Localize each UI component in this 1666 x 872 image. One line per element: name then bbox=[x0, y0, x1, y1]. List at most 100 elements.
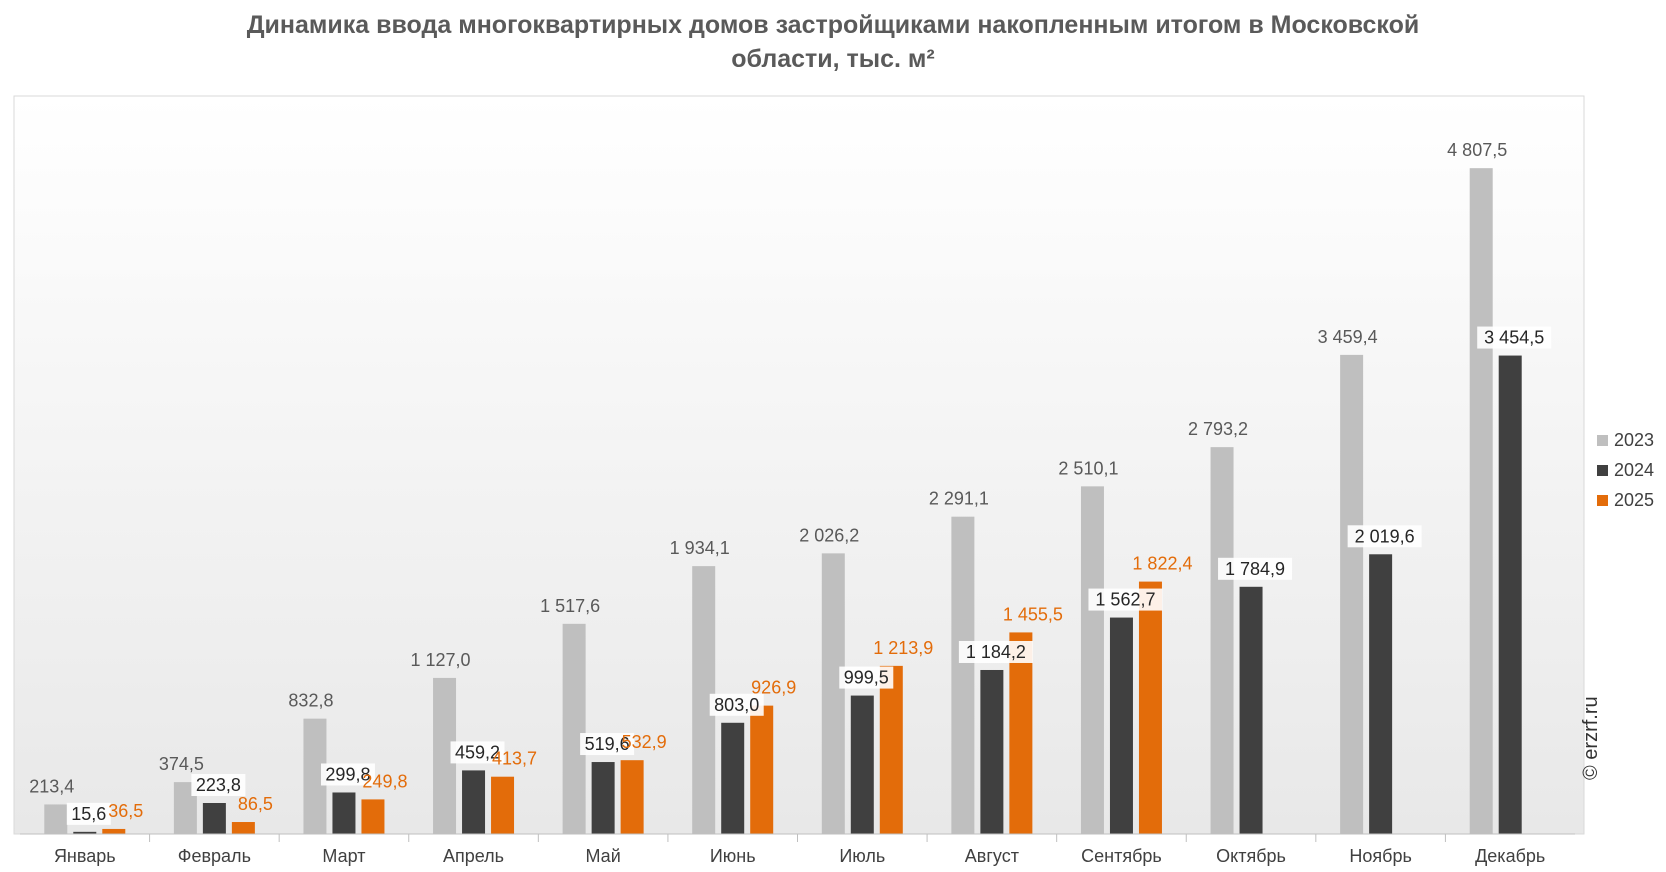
bar-2023-2 bbox=[173, 782, 197, 834]
data-label-2024-5: 519,6 bbox=[585, 734, 630, 754]
data-label-2025-5: 532,9 bbox=[622, 732, 667, 752]
data-label-2023-6: 1 934,1 bbox=[670, 538, 730, 558]
bar-2023-5 bbox=[562, 623, 586, 834]
bar-2024-5 bbox=[591, 762, 615, 834]
legend-label-2023: 2023 bbox=[1614, 430, 1654, 450]
data-label-2023-10: 2 793,2 bbox=[1188, 419, 1248, 439]
data-label-2024-9: 1 562,7 bbox=[1095, 590, 1155, 610]
bar-2024-3 bbox=[332, 792, 356, 834]
x-tick-label-12: Декабрь bbox=[1475, 846, 1545, 866]
data-label-2023-1: 213,4 bbox=[29, 776, 74, 796]
bar-2024-7 bbox=[850, 695, 874, 834]
data-label-2025-9: 1 822,4 bbox=[1132, 554, 1192, 574]
data-label-bg-2024-11 bbox=[1347, 525, 1422, 548]
data-label-2024-3: 299,8 bbox=[325, 764, 370, 784]
x-tick-label-4: Апрель bbox=[443, 846, 504, 866]
legend-label-2025: 2025 bbox=[1614, 490, 1654, 510]
bar-2024-12 bbox=[1498, 355, 1522, 834]
data-label-bg-2024-10 bbox=[1218, 557, 1293, 580]
data-label-2025-8: 1 455,5 bbox=[1003, 604, 1063, 624]
data-label-2024-2: 223,8 bbox=[196, 775, 241, 795]
chart-title-line-1: Динамика ввода многоквартирных домов зас… bbox=[246, 11, 1420, 39]
data-label-2024-10: 1 784,9 bbox=[1225, 559, 1285, 579]
bar-2025-8 bbox=[1009, 632, 1033, 834]
data-label-2025-1: 36,5 bbox=[108, 801, 143, 821]
data-label-2023-7: 2 026,2 bbox=[799, 525, 859, 545]
bar-2025-5 bbox=[620, 760, 644, 834]
data-label-2023-8: 2 291,1 bbox=[929, 489, 989, 509]
data-label-bg-2024-7 bbox=[839, 666, 894, 689]
data-label-bg-2024-6 bbox=[709, 693, 764, 716]
data-label-bg-2024-4 bbox=[450, 741, 505, 764]
x-tick-label-3: Март bbox=[322, 846, 365, 866]
bar-2024-10 bbox=[1239, 586, 1263, 834]
data-label-bg-2024-12 bbox=[1477, 326, 1552, 349]
bar-2025-6 bbox=[750, 705, 774, 834]
data-label-2025-3: 249,8 bbox=[362, 771, 407, 791]
data-label-bg-2024-2 bbox=[191, 774, 246, 797]
bar-2023-12 bbox=[1469, 168, 1493, 834]
legend-swatch-2024 bbox=[1597, 465, 1608, 476]
plot-area bbox=[13, 95, 1585, 835]
data-label-2025-4: 413,7 bbox=[492, 749, 537, 769]
data-label-2023-5: 1 517,6 bbox=[540, 596, 600, 616]
data-label-2023-11: 3 459,4 bbox=[1318, 327, 1378, 347]
data-label-2025-7: 1 213,9 bbox=[873, 638, 933, 658]
bar-2025-9 bbox=[1138, 581, 1162, 834]
x-tick-label-5: Май bbox=[585, 846, 620, 866]
chart-title-line-2: области, тыс. м² bbox=[731, 45, 935, 73]
bar-2024-9 bbox=[1109, 617, 1133, 834]
bar-2024-11 bbox=[1369, 554, 1393, 834]
data-label-2024-12: 3 454,5 bbox=[1484, 328, 1544, 348]
bar-2025-4 bbox=[491, 776, 515, 834]
legend-swatch-2025 bbox=[1597, 495, 1608, 506]
data-label-2024-1: 15,6 bbox=[71, 804, 106, 824]
bar-2023-8 bbox=[951, 516, 975, 834]
data-label-2024-4: 459,2 bbox=[455, 742, 500, 762]
bar-2025-3 bbox=[361, 799, 385, 834]
data-label-2023-4: 1 127,0 bbox=[411, 650, 471, 670]
data-label-2024-11: 2 019,6 bbox=[1355, 526, 1415, 546]
x-tick-label-9: Сентябрь bbox=[1081, 846, 1162, 866]
x-tick-label-7: Июль bbox=[839, 846, 885, 866]
bar-2024-1 bbox=[73, 831, 97, 834]
bar-2023-1 bbox=[44, 804, 68, 834]
watermark-text: © erzrf.ru bbox=[1580, 696, 1602, 780]
data-label-2024-6: 803,0 bbox=[714, 695, 759, 715]
bar-2025-1 bbox=[102, 828, 126, 834]
data-label-2023-3: 832,8 bbox=[288, 691, 333, 711]
x-tick-label-8: Август bbox=[965, 846, 1019, 866]
bar-2023-3 bbox=[303, 718, 327, 834]
data-label-2025-6: 926,9 bbox=[751, 678, 796, 698]
bar-2023-7 bbox=[821, 553, 845, 834]
data-label-bg-2024-3 bbox=[320, 763, 375, 786]
x-tick-label-1: Январь bbox=[54, 846, 116, 866]
data-label-2024-7: 999,5 bbox=[844, 668, 889, 688]
bar-2023-9 bbox=[1080, 486, 1104, 834]
data-label-2025-2: 86,5 bbox=[238, 794, 273, 814]
bar-2023-11 bbox=[1340, 354, 1364, 834]
data-label-bg-2024-5 bbox=[580, 733, 635, 756]
data-label-2023-9: 2 510,1 bbox=[1058, 458, 1118, 478]
data-label-2024-8: 1 184,2 bbox=[966, 642, 1026, 662]
bar-2024-6 bbox=[721, 722, 745, 834]
x-tick-label-10: Октябрь bbox=[1216, 846, 1286, 866]
data-label-bg-2024-9 bbox=[1088, 588, 1163, 611]
bar-2023-10 bbox=[1210, 447, 1234, 834]
bar-2024-2 bbox=[202, 803, 226, 834]
x-tick-label-2: Февраль bbox=[178, 846, 251, 866]
data-label-bg-2024-1 bbox=[66, 802, 111, 825]
legend-label-2024: 2024 bbox=[1614, 460, 1654, 480]
bar-2025-2 bbox=[231, 822, 255, 834]
bar-2024-4 bbox=[462, 770, 486, 834]
legend-swatch-2023 bbox=[1597, 435, 1608, 446]
data-label-2023-2: 374,5 bbox=[159, 754, 204, 774]
chart-title: Динамика ввода многоквартирных домов зас… bbox=[0, 8, 1666, 76]
bar-2023-6 bbox=[692, 566, 716, 834]
x-tick-label-6: Июнь bbox=[710, 846, 756, 866]
x-tick-label-11: Ноябрь bbox=[1349, 846, 1411, 866]
bar-2024-8 bbox=[980, 669, 1004, 834]
data-label-2023-12: 4 807,5 bbox=[1447, 140, 1507, 160]
bar-2025-7 bbox=[879, 665, 903, 834]
